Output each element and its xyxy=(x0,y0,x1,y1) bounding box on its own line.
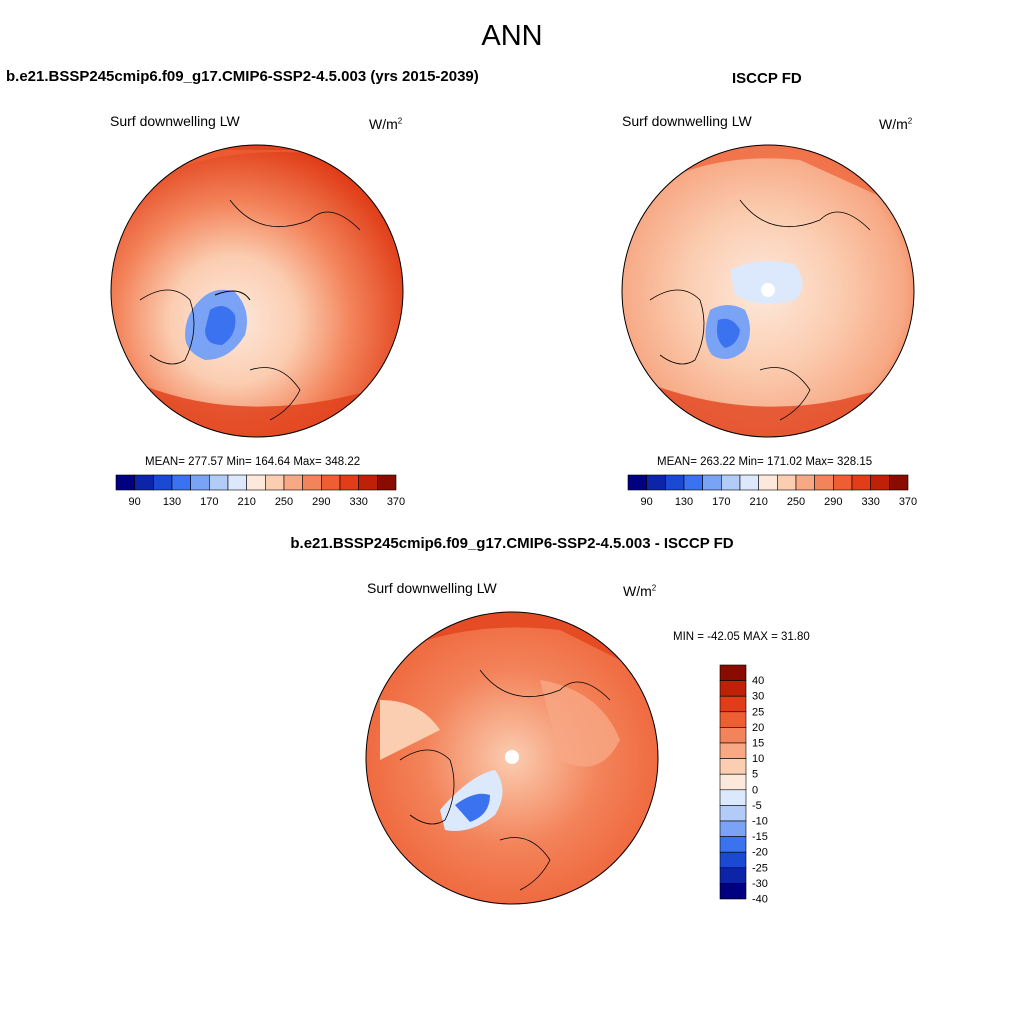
colorbar-swatch xyxy=(870,474,890,491)
colorbar-swatch xyxy=(171,474,191,491)
colorbar-swatch xyxy=(777,474,797,491)
colorbar-tick-label: 210 xyxy=(237,496,255,508)
model-polar-map xyxy=(111,145,403,437)
colorbar-swatch xyxy=(833,474,853,491)
colorbar-tick-label: -40 xyxy=(752,894,768,906)
colorbar-swatch xyxy=(758,474,778,491)
colorbar-tick-label: 15 xyxy=(752,738,764,750)
colorbar-swatch xyxy=(209,474,229,491)
colorbar-swatch xyxy=(795,474,815,491)
colorbar-tick-label: 170 xyxy=(712,496,730,508)
colorbar-tick-label: 25 xyxy=(752,706,764,718)
obs-map-border xyxy=(621,144,915,438)
colorbar-tick-label: 210 xyxy=(749,496,767,508)
colorbar-swatch xyxy=(719,758,747,775)
colorbar-swatch xyxy=(851,474,871,491)
colorbar-swatch xyxy=(719,789,747,806)
colorbar-swatch xyxy=(889,474,909,491)
colorbar-swatch xyxy=(339,474,359,491)
colorbar-tick-label: 330 xyxy=(349,496,367,508)
colorbar-swatch xyxy=(134,474,154,491)
diff-colorbar: 40 30 25 20 15 10 5 0 -5 -10 -15 -20 -25 -30 -40 xyxy=(719,664,768,906)
diff-stats: MIN = -42.05 MAX = 31.80 xyxy=(673,631,810,643)
colorbar-swatch xyxy=(646,474,666,491)
diff-map-border xyxy=(365,611,659,905)
colorbar-tick-label: 370 xyxy=(899,496,917,508)
model-units-label: W/m2 xyxy=(369,116,403,132)
colorbar-tick-label: 250 xyxy=(787,496,805,508)
colorbar-tick-label: -30 xyxy=(752,878,768,890)
obs-units-label: W/m2 xyxy=(879,116,913,132)
colorbar-swatch xyxy=(302,474,322,491)
colorbar-tick-label: 10 xyxy=(752,753,764,765)
colorbar-swatch xyxy=(721,474,741,491)
colorbar-tick-label: 40 xyxy=(752,675,764,687)
model-map-border xyxy=(110,144,404,438)
colorbar-tick-label: 20 xyxy=(752,722,764,734)
colorbar-swatch xyxy=(665,474,685,491)
colorbar-swatch xyxy=(719,867,747,884)
obs-panel-title: ISCCP FD xyxy=(732,70,802,87)
model-colorbar: 90 130 170 210 250 290 330 370 xyxy=(115,474,405,508)
colorbar-tick-label: -25 xyxy=(752,862,768,874)
model-panel-title: b.e21.BSSP245cmip6.f09_g17.CMIP6-SSP2-4.… xyxy=(6,68,479,85)
colorbar-swatch xyxy=(283,474,303,491)
colorbar-tick-label: 0 xyxy=(752,784,758,796)
colorbar-swatch xyxy=(153,474,173,491)
colorbar-tick-label: -5 xyxy=(752,800,762,812)
colorbar-swatch xyxy=(377,474,397,491)
colorbar-swatch xyxy=(719,727,747,744)
diff-variable-label: Surf downwelling LW xyxy=(367,580,497,596)
colorbar-tick-label: 250 xyxy=(275,496,293,508)
colorbar-tick-label: 290 xyxy=(824,496,842,508)
colorbar-swatch xyxy=(190,474,210,491)
colorbar-swatch xyxy=(321,474,341,491)
colorbar-swatch xyxy=(739,474,759,491)
colorbar-tick-label: -20 xyxy=(752,847,768,859)
colorbar-tick-label: 370 xyxy=(387,496,405,508)
colorbar-swatch xyxy=(719,742,747,759)
colorbar-tick-label: 130 xyxy=(675,496,693,508)
colorbar-swatch xyxy=(719,773,747,791)
colorbar-swatch xyxy=(719,711,747,728)
colorbar-swatch xyxy=(719,836,747,853)
diff-panel-title: b.e21.BSSP245cmip6.f09_g17.CMIP6-SSP2-4.… xyxy=(290,535,734,552)
colorbar-tick-label: 170 xyxy=(200,496,218,508)
colorbar-tick-label: 290 xyxy=(312,496,330,508)
colorbar-swatch xyxy=(719,820,747,837)
colorbar-swatch xyxy=(702,474,722,491)
colorbar-tick-label: 130 xyxy=(163,496,181,508)
colorbar-swatch xyxy=(814,474,834,491)
colorbar-swatch xyxy=(683,474,703,491)
colorbar-tick-label: 330 xyxy=(861,496,879,508)
colorbar-tick-label: 90 xyxy=(129,496,141,508)
colorbar-swatch xyxy=(246,474,266,491)
colorbar-swatch xyxy=(719,883,747,900)
colorbar-swatch xyxy=(265,474,285,491)
model-variable-label: Surf downwelling LW xyxy=(110,113,240,129)
obs-variable-label: Surf downwelling LW xyxy=(622,113,752,129)
obs-colorbar: 90 130 170 210 250 290 330 370 xyxy=(627,474,917,508)
colorbar-tick-label: 5 xyxy=(752,769,758,781)
colorbar-swatch xyxy=(358,474,378,491)
colorbar-swatch xyxy=(627,474,647,491)
colorbar-swatch xyxy=(719,680,747,697)
colorbar-tick-label: -10 xyxy=(752,816,768,828)
colorbar-swatch xyxy=(227,474,247,491)
model-stats: MEAN= 277.57 Min= 164.64 Max= 348.22 xyxy=(145,456,361,468)
colorbar-tick-label: -15 xyxy=(752,831,768,843)
colorbar-swatch xyxy=(719,695,747,713)
diff-units-label: W/m2 xyxy=(623,583,657,599)
colorbar-swatch xyxy=(719,805,747,822)
colorbar-tick-label: 90 xyxy=(641,496,653,508)
colorbar-swatch xyxy=(719,851,747,869)
obs-stats: MEAN= 263.22 Min= 171.02 Max= 328.15 xyxy=(657,456,873,468)
diff-polar-map xyxy=(366,612,658,904)
colorbar-tick-label: 30 xyxy=(752,691,764,703)
colorbar-swatch xyxy=(115,474,135,491)
page-title: ANN xyxy=(481,20,543,52)
colorbar-swatch xyxy=(719,664,747,681)
